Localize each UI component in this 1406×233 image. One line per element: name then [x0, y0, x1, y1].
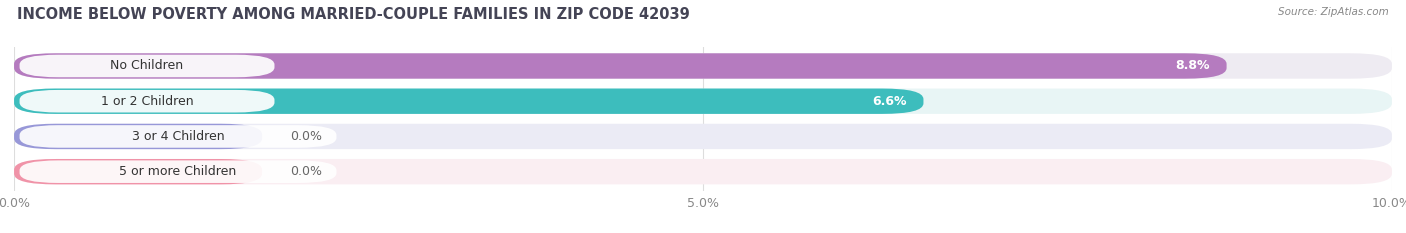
FancyBboxPatch shape	[14, 89, 1392, 114]
FancyBboxPatch shape	[14, 53, 1226, 79]
FancyBboxPatch shape	[14, 124, 262, 149]
FancyBboxPatch shape	[14, 89, 924, 114]
FancyBboxPatch shape	[14, 53, 1392, 79]
Text: Source: ZipAtlas.com: Source: ZipAtlas.com	[1278, 7, 1389, 17]
FancyBboxPatch shape	[20, 160, 336, 183]
Text: 0.0%: 0.0%	[290, 130, 322, 143]
Text: INCOME BELOW POVERTY AMONG MARRIED-COUPLE FAMILIES IN ZIP CODE 42039: INCOME BELOW POVERTY AMONG MARRIED-COUPL…	[17, 7, 689, 22]
FancyBboxPatch shape	[14, 159, 262, 184]
Text: 0.0%: 0.0%	[290, 165, 322, 178]
Text: 8.8%: 8.8%	[1175, 59, 1211, 72]
Text: No Children: No Children	[111, 59, 184, 72]
FancyBboxPatch shape	[20, 90, 274, 113]
Text: 6.6%: 6.6%	[873, 95, 907, 108]
FancyBboxPatch shape	[14, 124, 1392, 149]
FancyBboxPatch shape	[20, 125, 336, 148]
FancyBboxPatch shape	[20, 55, 274, 77]
Text: 1 or 2 Children: 1 or 2 Children	[101, 95, 194, 108]
FancyBboxPatch shape	[14, 159, 1392, 184]
Text: 5 or more Children: 5 or more Children	[120, 165, 236, 178]
Text: 3 or 4 Children: 3 or 4 Children	[132, 130, 225, 143]
